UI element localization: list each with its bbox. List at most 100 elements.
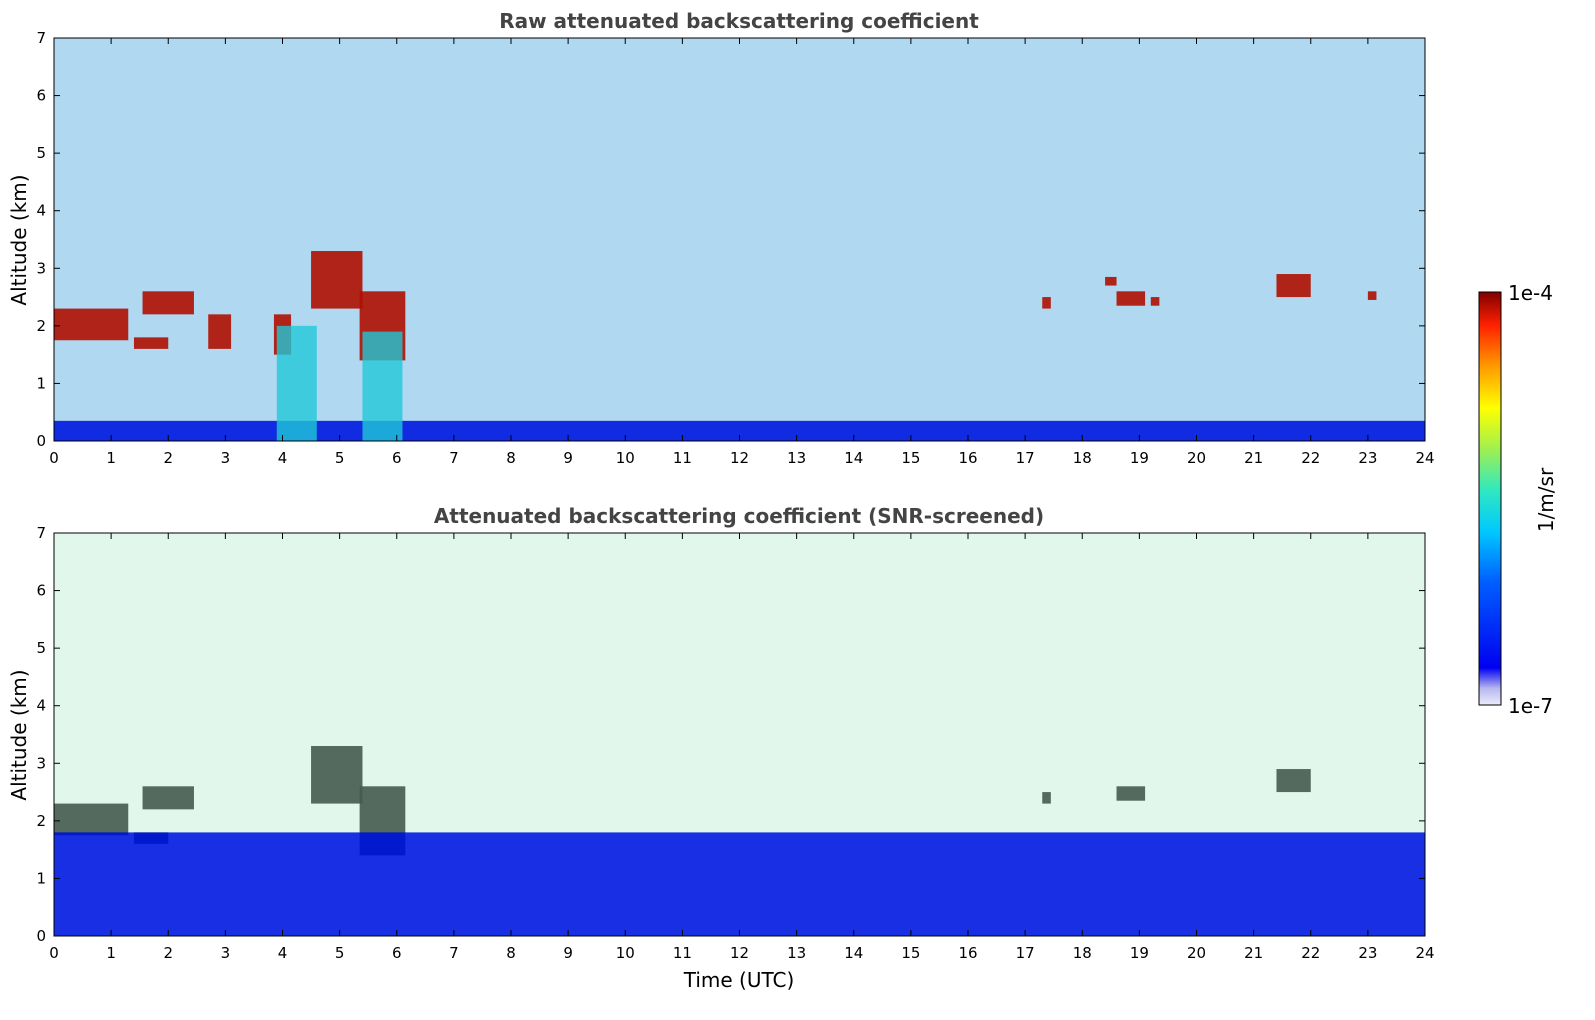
panel-raw-cloud-11 — [1276, 274, 1311, 298]
panel-raw-background — [54, 38, 1425, 441]
panel-raw-cloud-7 — [1042, 297, 1051, 309]
panel-raw-y-tick-label-0: 0 — [36, 432, 46, 450]
panel-raw-title: Raw attenuated backscattering coefficien… — [499, 9, 979, 33]
panel-raw-x-tick-label-6: 6 — [392, 449, 402, 467]
panel-raw-x-tick-label-21: 21 — [1244, 449, 1263, 467]
panel-screened-title: Attenuated backscattering coefficient (S… — [434, 504, 1044, 528]
panel-raw-x-tick-label-13: 13 — [787, 449, 806, 467]
panel-screened-y-tick-label-1: 1 — [36, 869, 46, 887]
panel-screened-x-tick-label-16: 16 — [958, 944, 977, 962]
panel-raw-y-tick-label-1: 1 — [36, 374, 46, 392]
panel-screened-x-tick-label-14: 14 — [844, 944, 863, 962]
panel-screened-x-label: Time (UTC) — [683, 968, 795, 992]
panel-raw: Raw attenuated backscattering coefficien… — [7, 9, 1435, 467]
panel-screened-x-tick-label-1: 1 — [106, 944, 116, 962]
panel-screened-x-tick-label-0: 0 — [49, 944, 59, 962]
panel-raw-x-tick-label-0: 0 — [49, 449, 59, 467]
panel-raw-x-tick-label-20: 20 — [1187, 449, 1206, 467]
panel-screened-x-tick-label-3: 3 — [221, 944, 231, 962]
panel-screened-y-tick-label-6: 6 — [36, 582, 46, 600]
panel-raw-x-tick-label-17: 17 — [1016, 449, 1035, 467]
panel-screened-x-tick-label-17: 17 — [1016, 944, 1035, 962]
panel-screened-cloud-1 — [142, 786, 194, 810]
panel-raw-x-tick-label-22: 22 — [1301, 449, 1320, 467]
panel-raw-cloud-5 — [311, 251, 363, 309]
panel-raw-x-tick-label-8: 8 — [506, 449, 516, 467]
panel-screened-x-tick-label-24: 24 — [1415, 944, 1434, 962]
panel-raw-x-tick-label-4: 4 — [278, 449, 288, 467]
panel-screened-y-tick-label-0: 0 — [36, 927, 46, 945]
panel-raw-x-tick-label-12: 12 — [730, 449, 749, 467]
panel-raw-x-tick-label-11: 11 — [673, 449, 692, 467]
panel-raw-cloud-12 — [1367, 291, 1377, 300]
panel-raw-x-tick-label-9: 9 — [563, 449, 573, 467]
panel-raw-x-tick-label-19: 19 — [1130, 449, 1149, 467]
panel-screened-x-tick-label-11: 11 — [673, 944, 692, 962]
colorbar: 1e-4 1e-7 1/m/sr — [1478, 281, 1558, 718]
panel-raw-cloud-9 — [1116, 291, 1146, 306]
panel-screened-x-tick-label-22: 22 — [1301, 944, 1320, 962]
panel-raw-x-tick-label-7: 7 — [449, 449, 459, 467]
panel-screened-x-tick-label-12: 12 — [730, 944, 749, 962]
panel-raw-x-tick-label-2: 2 — [163, 449, 173, 467]
panel-raw-aerosol-columns-15 — [362, 331, 403, 441]
panel-raw-x-ticks: 0 1 2 3 4 5 6 7 8 9 10 11 12 13 14 15 16 17 18 19 20 21 22 23 24 — [49, 38, 1435, 467]
panel-raw-y-tick-label-4: 4 — [36, 202, 46, 220]
panel-raw-x-tick-label-10: 10 — [616, 449, 635, 467]
colorbar-min-label: 1e-7 — [1508, 694, 1553, 718]
panel-screened-x-tick-label-23: 23 — [1358, 944, 1377, 962]
panel-screened-x-tick-label-21: 21 — [1244, 944, 1263, 962]
panel-screened-y-label: Altitude (km) — [7, 669, 31, 800]
colorbar-gradient — [1478, 291, 1502, 706]
panel-screened-x-tick-label-15: 15 — [901, 944, 920, 962]
panel-raw-x-tick-label-15: 15 — [901, 449, 920, 467]
panel-screened-cloud-7 — [1276, 769, 1311, 793]
panel-raw-aerosol-columns-14 — [276, 325, 317, 441]
panel-raw-y-tick-label-2: 2 — [36, 317, 46, 335]
panel-raw-cloud-10 — [1150, 297, 1160, 306]
panel-raw-y-label: Altitude (km) — [7, 174, 31, 305]
panel-screened-x-tick-label-8: 8 — [506, 944, 516, 962]
panel-screened-y-tick-label-3: 3 — [36, 754, 46, 772]
panel-screened-boundary-layer-8 — [54, 832, 1425, 936]
panel-screened-x-tick-label-20: 20 — [1187, 944, 1206, 962]
panel-screened-plot-area — [54, 533, 1425, 936]
panel-screened-cloud-6 — [1116, 786, 1146, 801]
panel-screened-x-ticks: 0 1 2 3 4 5 6 7 8 9 10 11 12 13 14 15 16 17 18 19 20 21 22 23 24 — [49, 533, 1435, 962]
panel-raw-cloud-0 — [54, 308, 129, 341]
panel-screened-x-tick-label-4: 4 — [278, 944, 288, 962]
panel-raw-cloud-8 — [1105, 276, 1117, 286]
panel-screened-cloud-3 — [311, 746, 363, 804]
panel-screened-y-tick-label-7: 7 — [36, 524, 46, 542]
panel-screened-y-tick-label-5: 5 — [36, 639, 46, 657]
panel-screened-y-tick-label-4: 4 — [36, 697, 46, 715]
panel-raw-x-tick-label-3: 3 — [221, 449, 231, 467]
panel-screened-screened-noise-9 — [54, 533, 1425, 833]
panel-screened-cloud-5 — [1042, 792, 1051, 804]
panel-screened-y-tick-label-2: 2 — [36, 812, 46, 830]
panel-raw-y-tick-label-5: 5 — [36, 144, 46, 162]
panel-raw-y-tick-label-3: 3 — [36, 259, 46, 277]
colorbar-max-label: 1e-4 — [1508, 281, 1553, 305]
panel-screened-x-tick-label-18: 18 — [1073, 944, 1092, 962]
panel-raw-cloud-1 — [142, 291, 194, 315]
panel-raw-x-tick-label-23: 23 — [1358, 449, 1377, 467]
panel-raw-x-tick-label-1: 1 — [106, 449, 116, 467]
panel-raw-x-tick-label-16: 16 — [958, 449, 977, 467]
panel-raw-plot-area — [54, 38, 1425, 441]
panel-raw-y-tick-label-6: 6 — [36, 87, 46, 105]
panel-raw-y-tick-label-7: 7 — [36, 29, 46, 47]
panel-screened-x-tick-label-5: 5 — [335, 944, 345, 962]
panel-raw-cloud-2 — [133, 337, 169, 349]
panel-raw-x-tick-label-14: 14 — [844, 449, 863, 467]
panel-raw-cloud-3 — [208, 314, 232, 349]
colorbar-unit-label: 1/m/sr — [1534, 467, 1558, 532]
panel-raw-x-tick-label-24: 24 — [1415, 449, 1434, 467]
panel-screened-x-tick-label-10: 10 — [616, 944, 635, 962]
panel-screened-x-tick-label-2: 2 — [163, 944, 173, 962]
panel-screened-x-tick-label-9: 9 — [563, 944, 573, 962]
panel-raw-x-tick-label-5: 5 — [335, 449, 345, 467]
panel-screened-x-tick-label-13: 13 — [787, 944, 806, 962]
panel-screened-x-tick-label-19: 19 — [1130, 944, 1149, 962]
